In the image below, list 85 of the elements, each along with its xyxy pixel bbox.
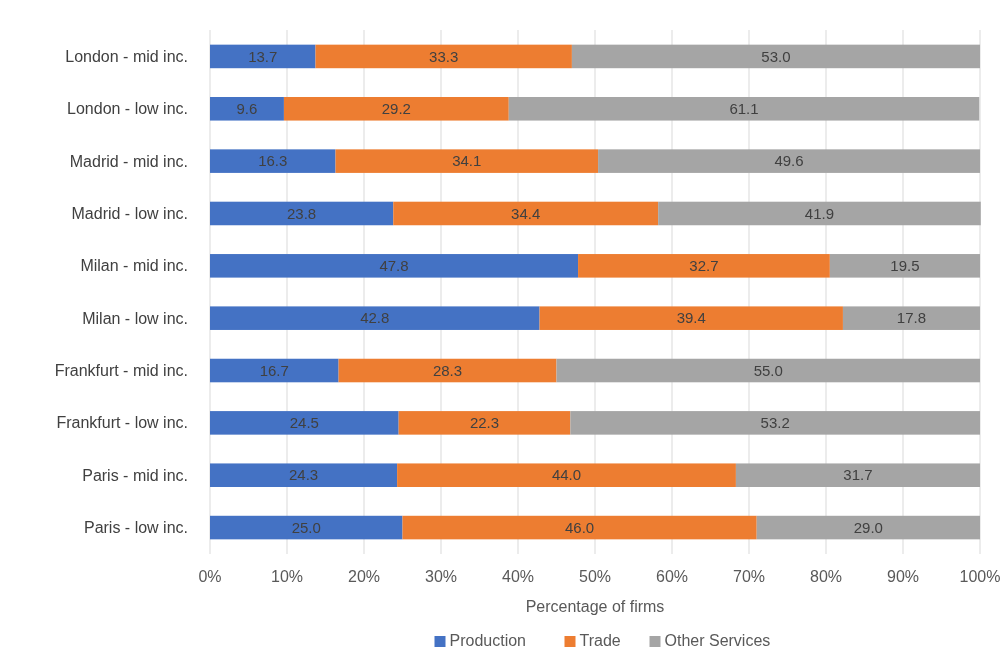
- y-tick-label: Madrid - low inc.: [71, 205, 188, 223]
- x-tick-label: 30%: [424, 568, 458, 585]
- y-tick-label: London - low inc.: [67, 100, 188, 118]
- bar: [658, 201, 981, 226]
- bar: [210, 358, 339, 383]
- data-label: 17.8: [896, 309, 927, 327]
- y-tick-label: Frankfurt - low inc.: [56, 414, 188, 432]
- data-label: 31.7: [843, 466, 873, 484]
- bar: [539, 306, 843, 330]
- bar: [210, 44, 316, 69]
- data-label: 55.0: [753, 361, 783, 379]
- data-label: 47.8: [379, 257, 409, 275]
- data-label: 16.7: [259, 361, 289, 379]
- bar: [210, 201, 394, 226]
- bar: [393, 201, 659, 226]
- x-tick-label: 90%: [886, 568, 920, 585]
- data-label: 46.0: [565, 518, 595, 536]
- data-label: 44.0: [551, 466, 582, 484]
- bar: [402, 515, 757, 540]
- data-label: 28.3: [432, 361, 463, 379]
- x-tick-label: 100%: [959, 568, 1001, 585]
- data-label: 34.1: [452, 152, 482, 170]
- bar: [829, 254, 980, 278]
- legend-label: Production: [449, 632, 526, 649]
- data-label: 22.3: [469, 414, 500, 432]
- data-label: 61.1: [729, 100, 759, 118]
- bar: [842, 306, 980, 330]
- bar: [210, 463, 398, 487]
- x-tick-label: 20%: [347, 568, 381, 585]
- bar: [210, 97, 284, 121]
- data-label: 23.8: [287, 204, 317, 222]
- data-label: 39.4: [676, 309, 706, 327]
- bar: [508, 97, 980, 121]
- y-tick-label: Milan - low inc.: [82, 309, 188, 327]
- bar: [397, 463, 736, 487]
- bar: [210, 411, 399, 435]
- bar: [210, 515, 403, 540]
- data-label: 29.0: [853, 518, 883, 536]
- data-label: 42.8: [360, 309, 390, 327]
- data-label: 16.3: [258, 152, 288, 170]
- x-tick-label: 0%: [198, 568, 222, 585]
- y-tick-label: Paris - mid inc.: [82, 466, 188, 484]
- data-label: 29.2: [381, 100, 411, 118]
- data-label: 24.3: [288, 466, 319, 484]
- data-label: 13.7: [248, 47, 278, 65]
- y-tick-label: Milan - mid inc.: [80, 257, 188, 275]
- x-tick-label: 70%: [732, 568, 766, 585]
- data-label: 53.0: [761, 47, 791, 65]
- y-tick-label: Paris - low inc.: [83, 519, 188, 537]
- bar: [756, 515, 980, 540]
- data-label: 33.3: [429, 47, 459, 65]
- bar: [735, 463, 980, 487]
- bar: [283, 97, 509, 121]
- data-label: 24.5: [289, 414, 319, 432]
- bar: [556, 358, 980, 383]
- data-label: 41.9: [804, 204, 835, 222]
- bar: [335, 149, 599, 173]
- x-axis-title: Percentage of firms: [525, 598, 665, 615]
- bar: [210, 254, 579, 278]
- data-label: 53.2: [760, 414, 790, 432]
- data-label: 25.0: [291, 518, 321, 536]
- data-label: 32.7: [689, 257, 719, 275]
- y-tick-label: Madrid - mid inc.: [69, 152, 188, 170]
- bar: [210, 149, 336, 173]
- bar: [210, 306, 540, 330]
- x-tick-label: 40%: [501, 568, 535, 585]
- x-tick-label: 10%: [270, 568, 304, 585]
- bar: [598, 149, 980, 173]
- x-tick-label: 80%: [809, 568, 843, 585]
- data-label: 9.6: [236, 100, 258, 118]
- bar: [338, 358, 557, 383]
- bar: [570, 411, 980, 435]
- y-tick-label: Frankfurt - mid inc.: [54, 362, 188, 380]
- legend-label: Trade: [579, 632, 621, 649]
- bar: [398, 411, 571, 435]
- y-tick-label: London - mid inc.: [65, 48, 188, 66]
- bar: [578, 254, 830, 278]
- data-label: 34.4: [511, 204, 541, 222]
- legend-label: Other Services: [664, 632, 771, 649]
- bar: [315, 44, 572, 69]
- data-label: 49.6: [774, 152, 804, 170]
- x-tick-label: 60%: [655, 568, 689, 585]
- x-tick-label: 50%: [578, 568, 612, 585]
- bar: [571, 44, 980, 69]
- data-label: 19.5: [890, 257, 920, 275]
